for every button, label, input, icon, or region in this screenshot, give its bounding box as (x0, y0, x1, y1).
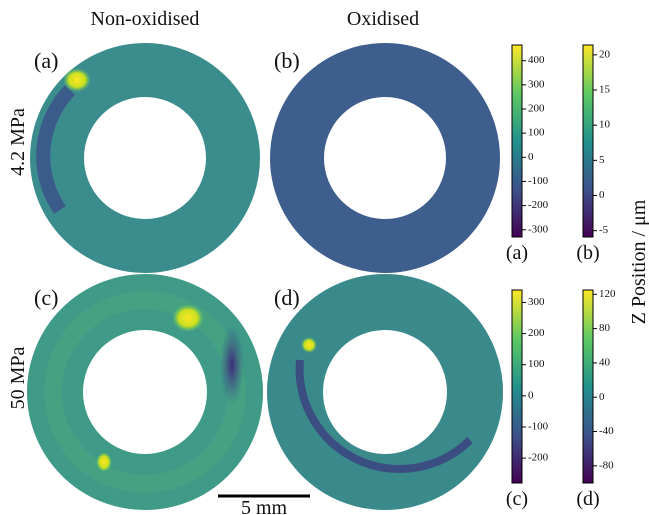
rings (27, 43, 503, 510)
axis-label: Z Position / μm (628, 199, 649, 324)
tick-label: 200 (528, 103, 545, 115)
ring-feature (301, 337, 317, 353)
ring-feature (295, 359, 473, 473)
tick-label: 400 (528, 54, 545, 66)
colorbar (511, 289, 523, 484)
tick-label: 200 (528, 327, 545, 339)
tick-label: -200 (528, 199, 549, 211)
panel-label: (a) (34, 48, 58, 73)
colorbar (511, 44, 523, 238)
ring-b (270, 43, 500, 273)
tick-label: 120 (599, 288, 616, 300)
scale-bar-label: 5 mm (241, 497, 288, 515)
ring-d (267, 274, 503, 510)
tick-label: -100 (528, 175, 549, 187)
column-title: Non-oxidised (91, 8, 200, 30)
tick-label: -200 (528, 452, 549, 464)
tick-label: 80 (599, 322, 611, 334)
tick-label: 300 (528, 296, 545, 308)
row-title: 4.2 MPa (7, 108, 29, 176)
colorbar-label: (a) (506, 242, 528, 264)
panel-label: (c) (34, 285, 58, 310)
colorbar-label: (d) (576, 488, 599, 510)
tick-label: 0 (599, 391, 605, 403)
tick-label: 5 (599, 154, 605, 166)
tick-label: 100 (528, 127, 545, 139)
colorbar (582, 44, 594, 238)
panel-label: (b) (274, 48, 300, 73)
tick-label: 10 (599, 119, 611, 131)
ring-feature (96, 452, 112, 472)
row-title: 50 MPa (7, 346, 29, 409)
tick-label: -300 (528, 223, 549, 235)
tick-label: 40 (599, 356, 611, 368)
tick-label: -40 (599, 425, 614, 437)
ring-feature (220, 325, 244, 405)
tick-label: 15 (599, 84, 611, 96)
ring-a (30, 43, 260, 273)
tick-label: 0 (528, 151, 534, 163)
tick-label: 0 (599, 189, 605, 201)
colorbar-label: (b) (576, 242, 599, 264)
tick-label: -5 (599, 224, 609, 236)
colorbar (582, 289, 594, 484)
panel-label: (d) (274, 285, 300, 310)
tick-label: 300 (528, 78, 545, 90)
tick-label: 0 (528, 389, 534, 401)
tick-label: 100 (528, 358, 545, 370)
tick-label: -100 (528, 420, 549, 432)
ring-feature (172, 304, 204, 332)
tick-label: 20 (599, 48, 611, 60)
ring-feature (36, 85, 76, 214)
column-title: Oxidised (347, 8, 419, 30)
tick-label: -80 (599, 459, 614, 471)
ring-feature (63, 68, 91, 92)
colorbar-label: (c) (506, 488, 528, 510)
